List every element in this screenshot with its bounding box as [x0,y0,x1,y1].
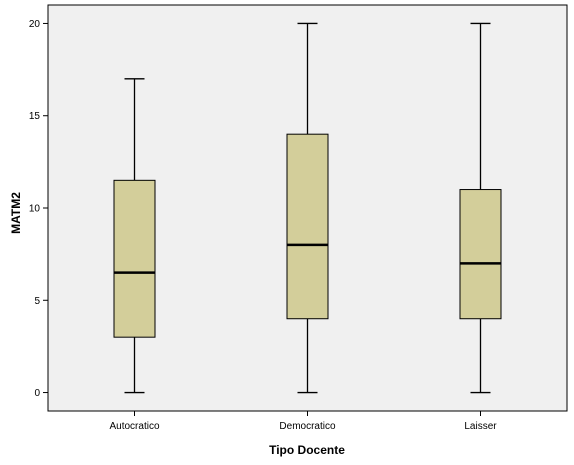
y-tick-label: 5 [34,296,40,307]
box-democratico [286,22,329,394]
y-axis: 0 5 10 15 20 [29,19,48,399]
x-axis: Autocratico Democratico Laisser [109,411,497,432]
x-tick-label: Democratico [279,421,336,432]
y-tick-label: 20 [29,19,41,30]
y-tick-label: 0 [34,388,40,399]
x-axis-title: Tipo Docente [269,443,345,457]
x-tick-label: Laisser [464,421,497,432]
iqr-box [286,133,329,320]
y-axis-title: MATM2 [9,192,23,234]
x-tick-label: Autocratico [109,421,159,432]
box-laisser [459,22,502,394]
iqr-box [459,189,502,320]
box-autocratico [113,78,156,394]
y-tick-label: 10 [29,204,41,215]
y-tick-label: 15 [29,111,41,122]
boxes-group [113,22,502,394]
iqr-box [113,179,156,338]
